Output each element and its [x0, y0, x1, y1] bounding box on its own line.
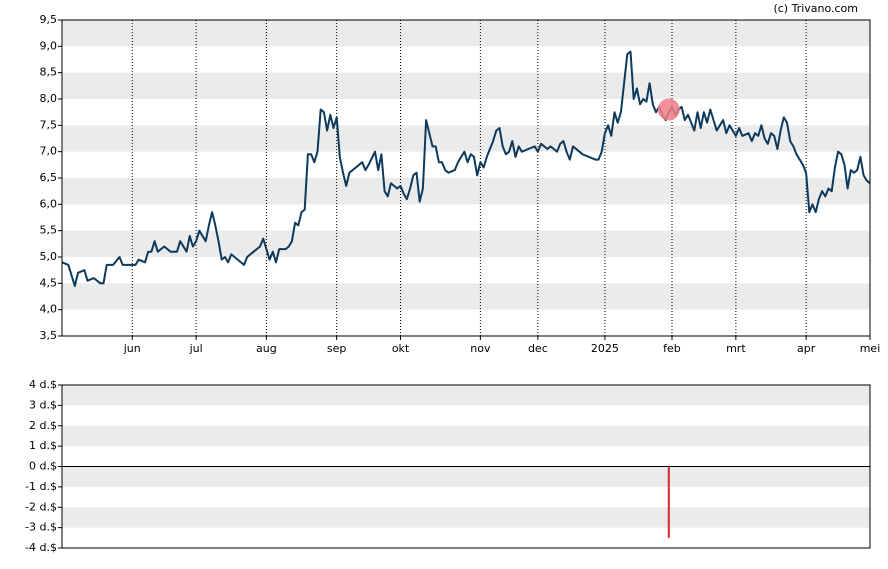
grid-band [62, 178, 870, 205]
y-tick-label: 7,5 [40, 118, 58, 131]
plot-frame [61, 19, 871, 337]
x-tick-label: jul [189, 342, 203, 355]
x-tick-label: nov [470, 342, 491, 355]
y-tick-label: 5,5 [40, 224, 58, 237]
grid-band [62, 466, 870, 487]
y-tick-label: 1 d.$ [29, 439, 57, 452]
y-tick-label: 2 d.$ [29, 419, 57, 432]
y-tick-label: -4 d.$ [25, 541, 57, 554]
x-tick-label: mei [860, 342, 881, 355]
x-tick-label: okt [392, 342, 410, 355]
y-tick-label: 3 d.$ [29, 398, 57, 411]
y-tick-label: -2 d.$ [25, 500, 57, 513]
bar [667, 466, 670, 538]
y-tick-label: 4,5 [40, 276, 58, 289]
y-tick-label: 3,5 [40, 329, 58, 342]
grid-band [62, 72, 870, 99]
x-tick-label: dec [528, 342, 548, 355]
grid-band [62, 425, 870, 447]
event-marker [657, 98, 680, 121]
y-tick-label: 8,5 [40, 66, 58, 79]
price-line [61, 50, 871, 287]
y-tick-label: -1 d.$ [25, 480, 57, 493]
y-tick-label: 9,0 [40, 39, 58, 52]
x-tick-label: sep [327, 342, 346, 355]
y-tick-label: 0 d.$ [29, 460, 57, 473]
grid-band [62, 20, 870, 47]
y-tick-label: 6,5 [40, 171, 58, 184]
y-tick-label: 6,0 [40, 197, 58, 210]
grid-band [62, 125, 870, 152]
y-tick-label: 9,5 [40, 13, 58, 26]
x-tick-label: 2025 [591, 342, 619, 355]
x-tick-label: aug [256, 342, 277, 355]
y-tick-label: 8,0 [40, 92, 58, 105]
y-tick-label: -3 d.$ [25, 521, 57, 534]
x-tick-label: jun [123, 342, 141, 355]
source: (c) Trivano.com [773, 2, 858, 15]
x-tick-label: mrt [726, 342, 746, 355]
grid-band [62, 283, 870, 310]
grid-band [62, 507, 870, 528]
x-tick-label: feb [663, 342, 681, 355]
y-tick-label: 7,0 [40, 145, 58, 158]
y-tick-label: 5,0 [40, 250, 58, 263]
x-tick-label: apr [797, 342, 816, 355]
plot-frame [61, 384, 871, 549]
grid-band [62, 230, 870, 257]
grid-band [62, 385, 870, 406]
y-tick-label: 4,0 [40, 303, 58, 316]
y-tick-label: 4 d.$ [29, 378, 57, 391]
